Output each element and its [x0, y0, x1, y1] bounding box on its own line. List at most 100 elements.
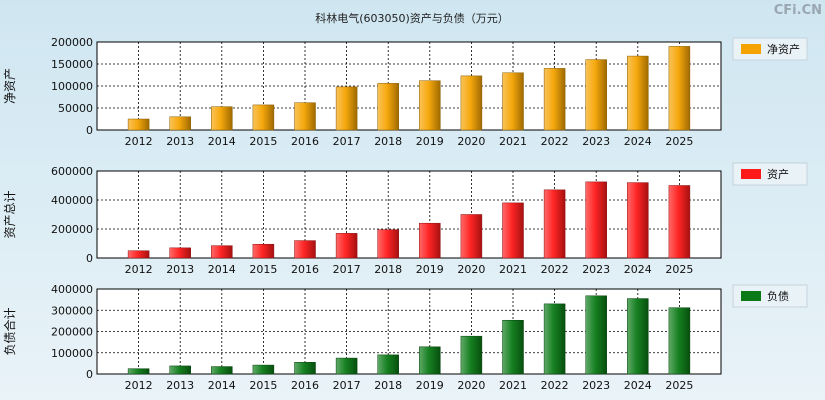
- bar-2025: [668, 185, 691, 259]
- bar-2013: [169, 116, 191, 131]
- x-tick-label: 2014: [208, 263, 236, 276]
- legend-label: 净资产: [767, 42, 800, 56]
- bar-2012: [127, 118, 150, 131]
- x-tick-label: 2022: [541, 263, 569, 276]
- y-tick-label: 100000: [51, 347, 93, 360]
- x-tick-label: 2014: [208, 135, 236, 148]
- bar-2025: [668, 307, 691, 375]
- bar-2015: [252, 364, 275, 375]
- x-tick-label: 2013: [166, 263, 194, 276]
- plot-area: [96, 170, 722, 259]
- legend-box: [732, 37, 808, 61]
- bar-2014: [211, 106, 233, 131]
- x-tick-label: 2012: [125, 135, 153, 148]
- bar-2014: [211, 245, 233, 259]
- legend-box: [732, 162, 808, 186]
- y-tick-label: 400000: [51, 194, 93, 207]
- x-tick-label: 2017: [333, 379, 361, 392]
- chart-panel-3: 0 100000 200000 300000 400000 2012 2013 2014 201…: [2, 283, 808, 392]
- bar-2024: [627, 182, 649, 259]
- x-tick-label: 2025: [665, 263, 693, 276]
- bar-2024: [627, 298, 649, 375]
- x-tick-label: 2023: [582, 135, 610, 148]
- bar-2020: [460, 335, 483, 375]
- x-tick-label: 2024: [624, 135, 652, 148]
- bar-2021: [502, 202, 524, 259]
- x-tick-label: 2016: [291, 263, 319, 276]
- brand-watermark: CFi.CN: [774, 3, 822, 18]
- x-tick-label: 2015: [249, 135, 277, 148]
- x-tick-label: 2012: [125, 379, 153, 392]
- bar-2019: [419, 346, 441, 375]
- chart-panel-1: 0 50000 100000 150000 200000 2012 2013 2014 2015…: [3, 36, 808, 148]
- y-tick-label: 600000: [51, 165, 93, 178]
- x-tick-label: 2019: [416, 135, 444, 148]
- x-tick-label: 2024: [624, 379, 652, 392]
- bar-2021: [502, 319, 524, 375]
- bar-2024: [627, 55, 649, 131]
- y-tick-label: 0: [86, 368, 93, 381]
- x-tick-label: 2025: [665, 379, 693, 392]
- x-tick-label: 2023: [582, 379, 610, 392]
- chart-title: 科林电气(603050)资产与负债（万元）: [315, 11, 509, 25]
- bar-2016: [294, 240, 316, 259]
- y-tick-label: 0: [86, 124, 93, 137]
- y-tick-label: 150000: [51, 58, 93, 71]
- bar-2022: [543, 189, 566, 259]
- y-tick-label: 400000: [51, 283, 93, 296]
- bar-2016: [294, 362, 316, 375]
- legend-label: 资产: [767, 167, 789, 181]
- x-tick-label: 2016: [291, 379, 319, 392]
- x-tick-label: 2018: [374, 263, 402, 276]
- bar-2012: [127, 250, 150, 259]
- bar-2023: [585, 59, 607, 131]
- y-axis-label: 资产总计: [3, 190, 17, 238]
- bar-2023: [585, 295, 607, 375]
- x-tick-label: 2025: [665, 135, 693, 148]
- bar-2018: [377, 354, 399, 375]
- bar-2018: [377, 229, 399, 259]
- x-tick-label: 2019: [416, 263, 444, 276]
- bar-2013: [169, 365, 191, 375]
- bar-2013: [169, 247, 191, 259]
- x-tick-label: 2020: [457, 379, 485, 392]
- x-tick-label: 2020: [457, 263, 485, 276]
- bar-2022: [543, 68, 566, 131]
- x-tick-label: 2018: [374, 135, 402, 148]
- bar-2012: [127, 368, 150, 375]
- x-tick-label: 2017: [333, 135, 361, 148]
- bar-2014: [211, 366, 233, 375]
- x-tick-label: 2021: [499, 379, 527, 392]
- x-tick-label: 2023: [582, 263, 610, 276]
- x-tick-label: 2021: [499, 135, 527, 148]
- x-tick-label: 2012: [125, 263, 153, 276]
- legend-box: [732, 284, 808, 308]
- x-tick-label: 2020: [457, 135, 485, 148]
- bar-2017: [335, 357, 358, 375]
- x-tick-label: 2013: [166, 135, 194, 148]
- x-tick-label: 2015: [249, 263, 277, 276]
- legend-swatch: [741, 169, 761, 179]
- bar-2023: [585, 181, 607, 259]
- bar-2016: [294, 102, 316, 131]
- x-tick-label: 2021: [499, 263, 527, 276]
- bar-2017: [335, 86, 358, 131]
- y-tick-label: 50000: [58, 102, 93, 115]
- y-tick-label: 200000: [51, 223, 93, 236]
- y-axis-label: 净资产: [3, 68, 17, 104]
- bar-2015: [252, 104, 275, 131]
- x-tick-label: 2014: [208, 379, 236, 392]
- y-tick-label: 300000: [51, 304, 93, 317]
- x-tick-label: 2017: [333, 263, 361, 276]
- y-tick-label: 100000: [51, 80, 93, 93]
- bar-2018: [377, 83, 399, 131]
- bar-2021: [502, 72, 524, 131]
- x-tick-label: 2013: [166, 379, 194, 392]
- y-tick-label: 200000: [51, 326, 93, 339]
- bar-2019: [419, 222, 441, 259]
- x-tick-label: 2022: [541, 135, 569, 148]
- x-tick-label: 2024: [624, 263, 652, 276]
- x-tick-label: 2019: [416, 379, 444, 392]
- legend-swatch: [741, 44, 761, 54]
- x-tick-label: 2018: [374, 379, 402, 392]
